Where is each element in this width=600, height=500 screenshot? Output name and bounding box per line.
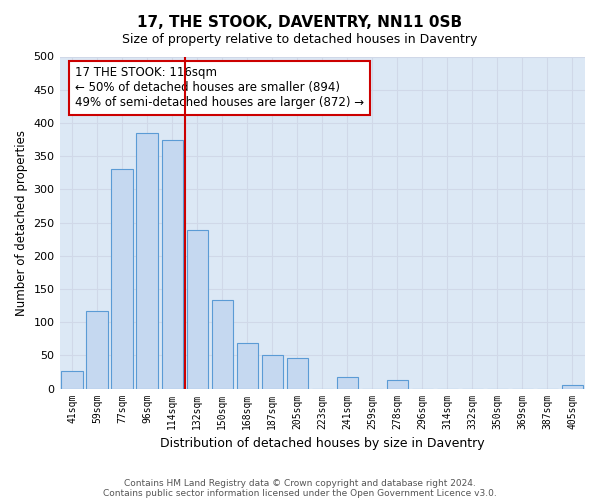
Text: 17 THE STOOK: 116sqm
← 50% of detached houses are smaller (894)
49% of semi-deta: 17 THE STOOK: 116sqm ← 50% of detached h… bbox=[76, 66, 364, 110]
Bar bbox=[86, 311, 108, 388]
Text: Contains HM Land Registry data © Crown copyright and database right 2024.: Contains HM Land Registry data © Crown c… bbox=[124, 478, 476, 488]
Bar bbox=[387, 380, 408, 388]
Y-axis label: Number of detached properties: Number of detached properties bbox=[15, 130, 28, 316]
Bar bbox=[61, 370, 83, 388]
Bar bbox=[212, 300, 233, 388]
Bar bbox=[236, 344, 258, 388]
Bar bbox=[562, 385, 583, 388]
Bar bbox=[287, 358, 308, 388]
Text: Size of property relative to detached houses in Daventry: Size of property relative to detached ho… bbox=[122, 32, 478, 46]
X-axis label: Distribution of detached houses by size in Daventry: Distribution of detached houses by size … bbox=[160, 437, 485, 450]
Text: Contains public sector information licensed under the Open Government Licence v3: Contains public sector information licen… bbox=[103, 488, 497, 498]
Text: 17, THE STOOK, DAVENTRY, NN11 0SB: 17, THE STOOK, DAVENTRY, NN11 0SB bbox=[137, 15, 463, 30]
Bar bbox=[262, 356, 283, 388]
Bar bbox=[136, 133, 158, 388]
Bar bbox=[337, 376, 358, 388]
Bar bbox=[187, 230, 208, 388]
Bar bbox=[112, 170, 133, 388]
Bar bbox=[161, 140, 183, 388]
